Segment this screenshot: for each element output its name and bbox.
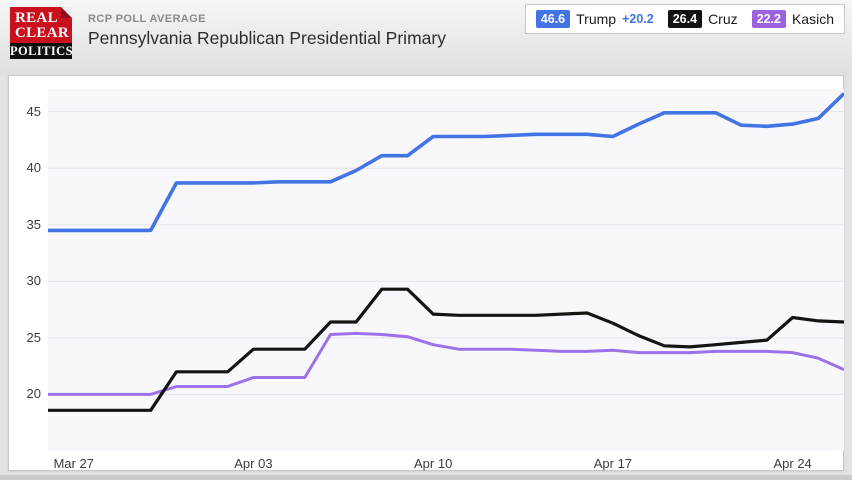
y-axis-label: 30 (26, 273, 41, 289)
chart-card: 20 25 30 35 40 45 Mar 27 Apr 03 Apr 10 Apr 17 Apr… (8, 75, 844, 471)
legend-change-trump: +20.2 (622, 12, 654, 26)
logo-line-politics: POLITICS (10, 43, 73, 59)
legend-label-cruz: Cruz (708, 11, 738, 27)
series-line-trump[interactable] (48, 92, 844, 233)
x-axis-label: Mar 27 (53, 456, 94, 471)
series-line-cruz[interactable] (48, 287, 844, 412)
legend-item-cruz: 26.4 Cruz (667, 10, 738, 28)
y-axis-label: 25 (26, 329, 41, 345)
logo-line-clear: CLEAR (15, 25, 70, 41)
legend-value-badge-cruz: 26.4 (667, 10, 703, 28)
legend-value-badge-trump: 46.6 (535, 10, 571, 28)
plot-background (48, 89, 844, 451)
poll-average-chart[interactable] (48, 89, 844, 451)
legend-item-trump: 46.6 Trump +20.2 (535, 10, 654, 28)
legend-item-kasich: 22.2 Kasich (751, 10, 834, 28)
series-line-kasich[interactable] (48, 331, 844, 396)
y-axis-label: 20 (26, 386, 41, 402)
x-axis-label: Apr 24 (773, 456, 812, 471)
x-axis-label: Apr 17 (593, 456, 633, 471)
rcp-poll-average-label: RCP POLL AVERAGE (88, 13, 206, 25)
bottom-scroll-strip[interactable] (0, 475, 852, 480)
y-axis-label: 40 (26, 160, 41, 176)
legend-value-badge-kasich: 22.2 (751, 10, 786, 28)
realclearpolitics-logo[interactable]: REAL CLEAR POLITICS (10, 7, 73, 59)
logo-red-block: REAL CLEAR (10, 7, 72, 43)
x-axis-label: Apr 10 (414, 456, 453, 471)
page-title: Pennsylvania Republican Presidential Pri… (88, 28, 446, 48)
logo-line-real: REAL (15, 10, 58, 26)
legend-label-trump: Trump (576, 11, 617, 27)
x-axis-label: Apr 03 (234, 456, 273, 471)
page-header: REAL CLEAR POLITICS RCP POLL AVERAGE Pen… (0, 0, 852, 75)
legend-label-kasich: Kasich (791, 11, 834, 27)
poll-legend: 46.6 Trump +20.2 26.4 Cruz 22.2 Kasich (524, 4, 845, 34)
y-axis-label: 35 (26, 216, 41, 232)
y-axis-label: 45 (26, 103, 41, 119)
